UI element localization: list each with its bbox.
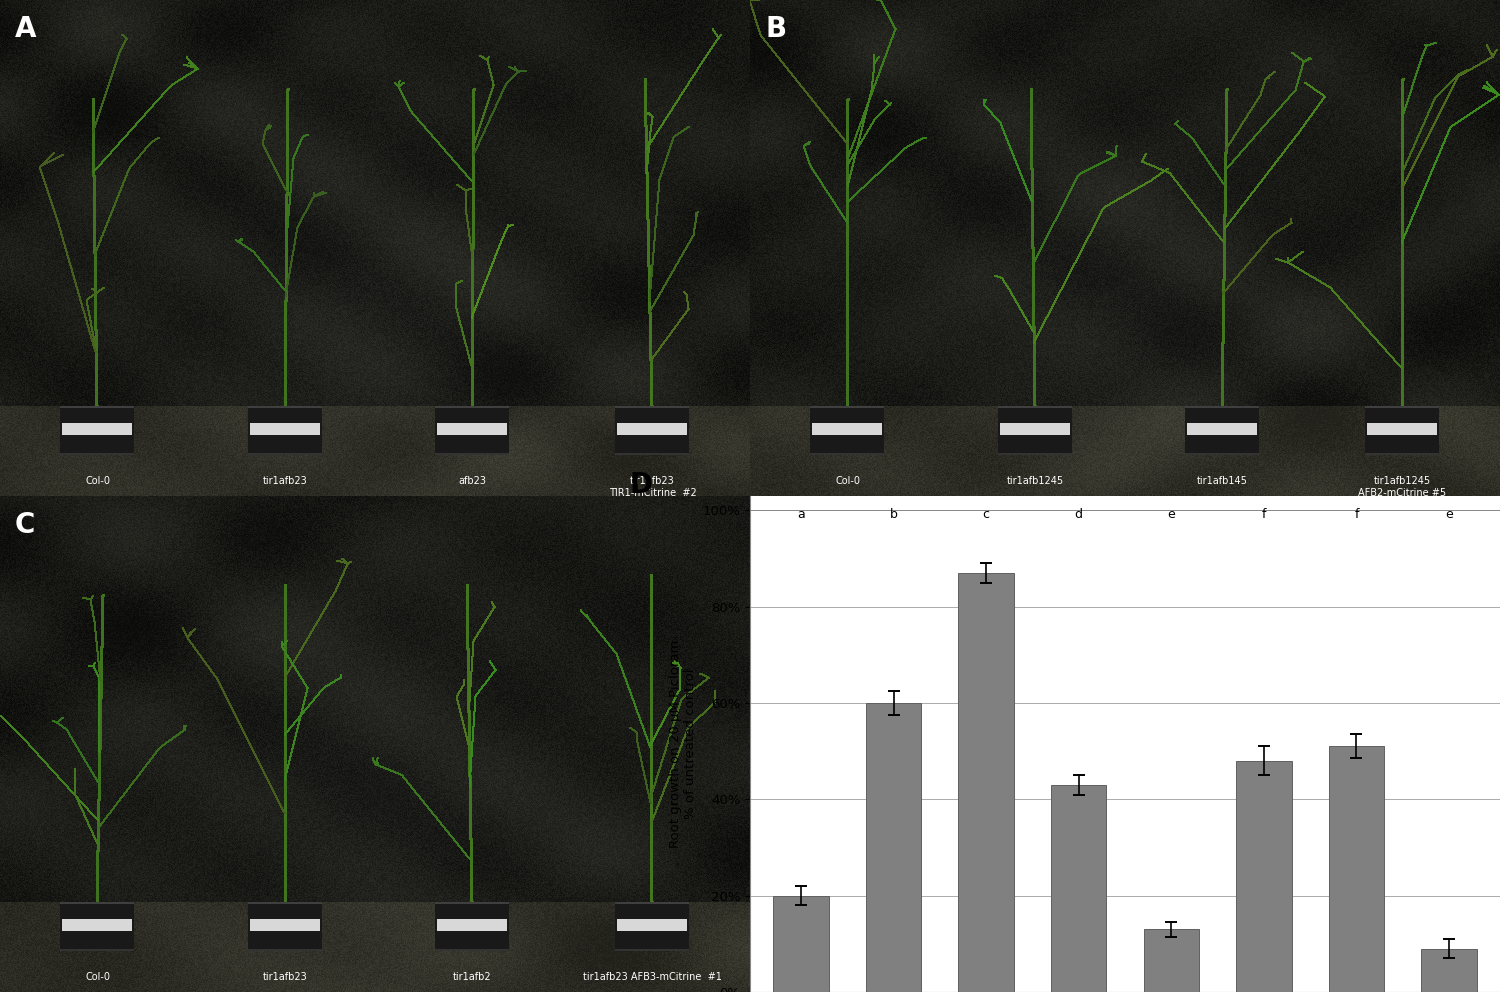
Text: f: f: [1262, 509, 1266, 522]
Text: A: A: [15, 15, 36, 43]
Text: tir1afb1245: tir1afb1245: [1007, 476, 1064, 486]
Text: tir1afb1245
AFB2-mCitrine #5: tir1afb1245 AFB2-mCitrine #5: [1359, 476, 1446, 498]
Bar: [1236, 761, 1292, 992]
Text: d: d: [1074, 509, 1083, 522]
Text: f: f: [1354, 509, 1359, 522]
Bar: [772, 896, 828, 992]
Text: B: B: [765, 15, 786, 43]
Bar: [1052, 785, 1107, 992]
Text: tir1afb23 AFB3-mCitrine  #1: tir1afb23 AFB3-mCitrine #1: [584, 972, 722, 982]
Text: tir1afb23
TIR1-mCitrine  #2: tir1afb23 TIR1-mCitrine #2: [609, 476, 696, 498]
Bar: [958, 573, 1014, 992]
Text: afb23: afb23: [459, 476, 486, 486]
Text: tir1afb23: tir1afb23: [262, 476, 308, 486]
Text: Col-0: Col-0: [86, 476, 109, 486]
Text: c: c: [982, 509, 990, 522]
Bar: [1422, 948, 1478, 992]
Text: tir1afb145: tir1afb145: [1197, 476, 1248, 486]
Bar: [865, 703, 921, 992]
Text: tir1afb2: tir1afb2: [453, 972, 492, 982]
Text: Col-0: Col-0: [836, 476, 860, 486]
Text: a: a: [796, 509, 806, 522]
Text: e: e: [1444, 509, 1454, 522]
Text: tir1afb23: tir1afb23: [262, 972, 308, 982]
Bar: [1329, 746, 1384, 992]
Text: Col-0: Col-0: [86, 972, 109, 982]
Text: e: e: [1167, 509, 1174, 522]
Y-axis label: Root growth on 20 μM Picloram
% of untreated control: Root growth on 20 μM Picloram % of untre…: [669, 640, 698, 848]
Text: C: C: [15, 511, 36, 539]
Bar: [1143, 930, 1198, 992]
Text: b: b: [890, 509, 897, 522]
Text: D: D: [630, 471, 652, 499]
